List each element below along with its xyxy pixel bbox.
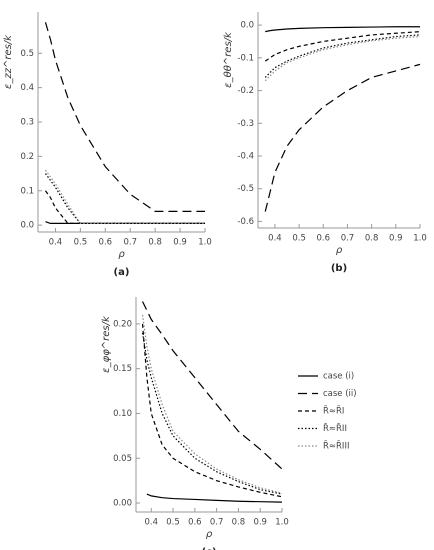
x-axis-title: ρ bbox=[206, 529, 213, 540]
y-axis-title: ε_zz^res/k bbox=[3, 34, 14, 89]
x-tick-label: 1.0 bbox=[413, 234, 427, 244]
x-tick-label: 1.0 bbox=[198, 238, 212, 248]
x-tick-label: 0.4 bbox=[49, 238, 63, 248]
series-line bbox=[44, 190, 205, 225]
x-tick-label: 0.7 bbox=[123, 238, 137, 248]
y-tick-label: 0.05 bbox=[113, 454, 132, 464]
y-tick-label: 0.00 bbox=[113, 499, 132, 509]
x-tick-label: 0.6 bbox=[317, 234, 331, 244]
legend-label: R̄≈R̄III bbox=[323, 440, 349, 452]
panel-label: (c) bbox=[201, 547, 216, 550]
series-line bbox=[141, 323, 283, 498]
series-line bbox=[141, 314, 283, 494]
series-line bbox=[264, 63, 421, 212]
panel-label: (a) bbox=[114, 267, 130, 278]
x-axis-title: ρ bbox=[118, 249, 125, 260]
x-tick-label: 0.7 bbox=[341, 234, 355, 244]
x-tick-label: 0.9 bbox=[173, 238, 187, 248]
legend-label: case (i) bbox=[323, 372, 354, 382]
legend-label: R̄≈R̄II bbox=[323, 422, 347, 434]
series-line bbox=[146, 493, 283, 503]
series-line bbox=[44, 173, 205, 225]
x-tick-label: 0.8 bbox=[365, 234, 379, 244]
x-tick-label: 0.8 bbox=[148, 238, 162, 248]
y-axis-title: ε_φφ^res/k bbox=[101, 315, 112, 373]
series-line bbox=[264, 31, 421, 62]
x-axis-title: ρ bbox=[336, 245, 343, 256]
x-tick-label: 0.7 bbox=[210, 518, 224, 528]
x-tick-label: 0.9 bbox=[253, 518, 267, 528]
y-tick-label: 0.10 bbox=[113, 409, 132, 419]
x-tick-label: 0.8 bbox=[232, 518, 246, 528]
y-tick-label: -0.4 bbox=[237, 152, 254, 162]
series-line bbox=[264, 34, 421, 78]
y-tick-label: 0.20 bbox=[113, 319, 132, 329]
x-tick-label: 0.4 bbox=[144, 518, 158, 528]
x-tick-label: 0.6 bbox=[99, 238, 113, 248]
y-tick-label: 0.3 bbox=[20, 118, 34, 128]
series-line bbox=[142, 301, 283, 470]
series-line bbox=[265, 26, 420, 33]
y-tick-label: 0.0 bbox=[20, 221, 34, 231]
y-tick-label: -0.5 bbox=[237, 184, 254, 194]
y-tick-label: -0.6 bbox=[237, 217, 254, 227]
series-line bbox=[141, 332, 283, 495]
x-tick-label: 1.0 bbox=[275, 518, 289, 528]
x-tick-label: 0.4 bbox=[268, 234, 282, 244]
y-tick-label: 0.2 bbox=[20, 152, 34, 162]
x-tick-label: 0.5 bbox=[292, 234, 306, 244]
series-line bbox=[44, 169, 205, 225]
x-tick-label: 0.9 bbox=[389, 234, 403, 244]
y-tick-label: 0.15 bbox=[113, 364, 132, 374]
x-tick-label: 0.5 bbox=[166, 518, 180, 528]
x-tick-label: 0.6 bbox=[188, 518, 202, 528]
y-tick-label: 0.4 bbox=[20, 83, 34, 93]
y-tick-label: -0.2 bbox=[237, 86, 254, 96]
legend-label: case (ii) bbox=[323, 389, 357, 399]
y-axis-title: ε_θθ^res/k bbox=[223, 31, 234, 88]
y-tick-label: -0.1 bbox=[237, 53, 254, 63]
series-line bbox=[264, 35, 421, 82]
series-line bbox=[44, 22, 205, 212]
y-tick-label: 0.5 bbox=[20, 49, 34, 59]
y-tick-label: -0.3 bbox=[237, 119, 254, 129]
y-tick-label: 0.0 bbox=[240, 21, 254, 31]
y-tick-label: 0.1 bbox=[20, 186, 34, 196]
legend-label: R̄≈R̄I bbox=[323, 405, 344, 417]
panel-label: (b) bbox=[331, 263, 347, 274]
x-tick-label: 0.5 bbox=[74, 238, 88, 248]
